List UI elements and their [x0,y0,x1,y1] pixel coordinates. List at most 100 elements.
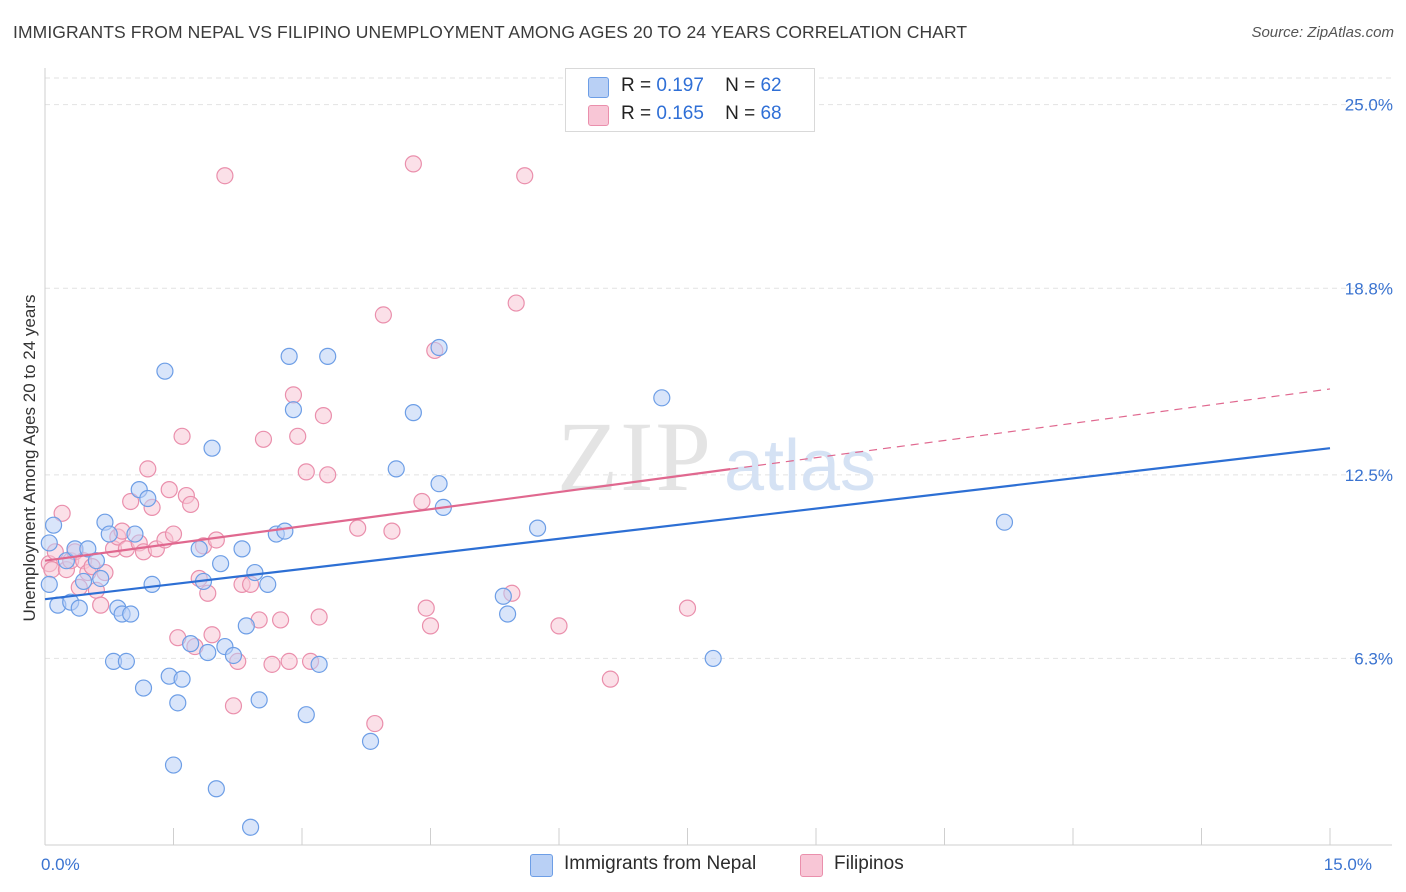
filipino-point [139,460,157,478]
nepal-point [310,655,328,673]
nepal-point [92,569,110,588]
nepal-points [40,338,1014,836]
filipino-trend-extension [730,388,1331,470]
nepal-point [242,818,260,836]
nepal-point [143,575,161,593]
filipino-point [92,596,110,614]
nepal-point [494,587,512,605]
x-tick-label: 15.0% [1324,855,1372,874]
nepal-point [319,347,337,365]
filipino-point [53,504,71,522]
filipino-point [366,714,384,733]
series-legend: Immigrants from Nepal Filipinos [0,852,1406,878]
nepal-point [182,635,200,653]
filipino-point [271,611,290,629]
axes [44,68,1392,846]
filipino-point [374,306,392,324]
filipino-point [224,697,243,715]
filipino-point [182,495,200,514]
nepal-point [70,599,88,617]
nepal-point [139,489,157,508]
nepal-point [117,652,135,670]
filipino-point [263,655,281,673]
source-credit: Source: ZipAtlas.com [1251,24,1394,41]
nepal-point [280,347,298,365]
nepal-point [224,646,243,665]
watermark-atlas: atlas [724,426,876,506]
r-label: R = [621,75,652,96]
tick-labels: 6.3% 12.5% 18.8% 25.0% 0.0% 15.0% [41,96,1393,874]
r-value-nepal: 0.197 [656,75,704,96]
filipino-point [203,626,221,644]
nepal-point [284,401,303,419]
nepal-point [276,522,294,540]
legend-label-filipinos: Filipinos [834,853,904,874]
nepal-point [430,338,448,357]
filipino-point [43,560,61,579]
watermark: ZIP atlas [557,401,876,512]
n-label: N = [725,75,756,96]
nepal-point [74,572,93,591]
filipino-point [173,427,191,445]
nepal-legend-swatch [530,854,553,877]
nepal-point [173,670,191,688]
n-value-filipino: 68 [760,103,782,124]
filipino-point [417,599,435,617]
chart-title: IMMIGRANTS FROM NEPAL VS FILIPINO UNEMPL… [13,22,968,42]
nepal-trend-line [44,447,1331,601]
nepal-point [169,694,187,712]
legend-label-nepal: Immigrants from Nepal [564,853,757,874]
filipino-point [280,652,298,670]
nepal-point [297,706,315,724]
filipino-point [383,522,401,540]
filipino-swatch [588,105,609,126]
filipino-point [122,492,140,511]
filipino-point [254,430,273,448]
nepal-point [40,534,58,552]
nepal-point [100,525,118,543]
nepal-point [134,679,153,697]
nepal-point [156,362,174,380]
stats-legend: R = 0.197 N = 62 R = 0.165 N = 68 [565,68,815,132]
r-label: R = [621,103,652,124]
y-tick-label: 12.5% [1345,466,1393,485]
nepal-point [237,617,255,635]
n-value-nepal: 62 [760,75,782,96]
y-tick-label: 18.8% [1345,279,1393,298]
nepal-point [995,513,1014,531]
nepal-point [250,691,268,709]
nepal-swatch [588,77,609,98]
filipino-point [413,492,431,511]
filipino-point [310,608,328,626]
filipino-point [160,481,178,499]
y-tick-label: 25.0% [1345,96,1393,115]
x-tick-label: 0.0% [41,855,80,874]
nepal-point [233,540,251,558]
nepal-point [122,605,140,623]
filipino-point [216,167,234,185]
nepal-point [361,732,380,750]
nepal-point [79,540,97,558]
nepal-point [404,404,422,422]
filipino-point [550,617,568,635]
filipino-point [421,617,440,635]
filipino-point [297,463,315,481]
filipino-point [207,531,225,549]
nepal-point [126,525,144,543]
r-value-filipino: 0.165 [656,103,704,124]
nepal-point [87,552,106,570]
filipino-point [349,519,367,537]
filipino-point [678,599,697,617]
filipino-point [164,525,183,543]
nepal-point [40,575,58,593]
nepal-point [528,519,547,537]
nepal-point [246,563,264,582]
nepal-point [207,780,225,798]
filipino-point [404,155,422,173]
nepal-point [387,460,405,478]
nepal-point [653,389,671,407]
nepal-point [203,439,221,457]
nepal-point [430,475,448,493]
nepal-point [164,756,183,774]
nepal-point [199,643,217,662]
